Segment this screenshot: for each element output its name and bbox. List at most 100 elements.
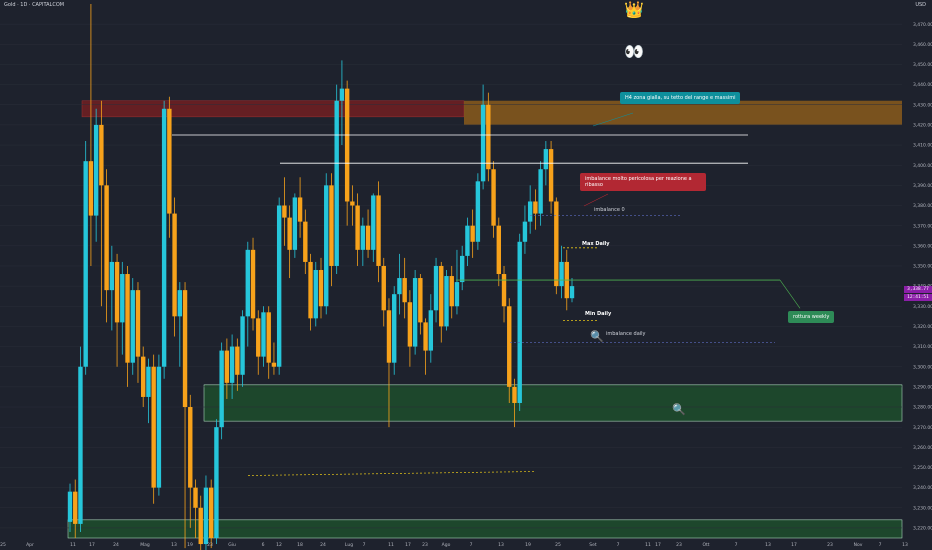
red-zone: [81, 100, 465, 118]
candle-body: [355, 205, 360, 250]
x-tick-label: Ott: [702, 542, 709, 548]
candle-body: [559, 261, 564, 287]
candle-body: [324, 185, 329, 307]
candle-body: [554, 201, 559, 287]
x-tick-label: Nov: [854, 542, 863, 548]
candle-body: [329, 185, 334, 266]
candle-body: [276, 205, 282, 367]
candle-body: [486, 104, 491, 170]
y-tick-label: 3,300.00: [913, 364, 932, 370]
candle-body: [203, 487, 209, 545]
candle-body: [292, 197, 298, 250]
y-tick-label: 3,220.00: [913, 526, 932, 532]
candle-body: [402, 278, 407, 303]
candle-body: [130, 290, 135, 363]
candle-body: [543, 149, 549, 170]
candle-body: [480, 104, 486, 182]
candle-body: [88, 161, 94, 216]
candle-body: [114, 261, 120, 323]
h4-note[interactable]: H4 zona gialla, su tetto del range e mas…: [620, 92, 741, 104]
currency-label: USD: [915, 2, 926, 8]
y-tick-label: 3,320.00: [913, 324, 932, 330]
candle-body: [83, 161, 88, 367]
x-tick-label: 11: [388, 542, 394, 548]
candle-body: [313, 269, 318, 319]
candle-body: [517, 241, 522, 403]
y-tick-label: 3,290.00: [913, 384, 932, 390]
x-tick-label: 23: [827, 542, 833, 548]
candle-body: [470, 225, 475, 242]
magnifier-icon: 🔍: [672, 403, 686, 416]
candle-body: [433, 265, 439, 311]
x-tick-label: 25: [555, 542, 561, 548]
candle-body: [308, 261, 313, 319]
magnifier-icon: 🔍: [590, 330, 604, 343]
candle-body: [224, 350, 230, 383]
candle-body: [256, 318, 261, 357]
candle-body: [172, 213, 177, 317]
candle-body: [569, 286, 575, 299]
y-tick-label: 3,370.00: [913, 223, 932, 229]
candle-body: [339, 88, 345, 101]
y-axis: 3,470.00 3,460.00 3,450.00 3,440.00 3,430.00…: [913, 22, 932, 532]
candle-body: [214, 427, 219, 538]
candle-body: [533, 201, 538, 214]
x-axis: 25 Apr 11 17 24 Mag 13 19 23 Giu 6 12 18 24 Lug 7 11 17 23…: [0, 542, 908, 548]
y-tick-label: 3,400.00: [913, 163, 932, 169]
candle-body: [418, 278, 423, 323]
symbol-title: Gold · 1D · CAPITALCOM: [4, 2, 65, 8]
candle-body: [156, 366, 162, 488]
candle-body: [428, 310, 434, 351]
candle-body: [219, 350, 224, 428]
candle-body: [548, 149, 554, 202]
candle-body: [496, 225, 501, 275]
x-tick-label: 13: [171, 542, 177, 548]
x-tick-label: 24: [320, 542, 326, 548]
candle-body: [297, 197, 303, 222]
candle-body: [208, 487, 214, 538]
candle-body: [250, 249, 256, 319]
candle-body: [240, 316, 245, 375]
green-zone: [203, 384, 903, 422]
x-tick-label: 7: [617, 542, 620, 548]
y-tick-label: 3,330.00: [913, 304, 932, 310]
eyes-icon: 👀: [624, 42, 644, 61]
candle-body: [198, 507, 203, 545]
candle-body: [229, 346, 235, 383]
candle-body: [73, 491, 78, 524]
low-line: [247, 471, 537, 476]
max-daily-label: Max Daily: [582, 241, 610, 247]
candle-body: [93, 124, 99, 216]
x-tick-label: Ago: [442, 542, 451, 548]
x-tick-label: 7: [470, 542, 473, 548]
candle-body: [360, 225, 366, 250]
candle-body: [439, 265, 444, 327]
candle-body: [522, 221, 528, 242]
candle-body: [261, 312, 266, 357]
x-tick-label: 7: [879, 542, 882, 548]
candle-body: [371, 195, 376, 250]
candle-body: [67, 491, 73, 522]
candle-body: [423, 322, 428, 351]
candle-body: [271, 362, 277, 367]
candle-body: [125, 274, 130, 363]
rottura-note[interactable]: rottura weekly: [788, 311, 835, 323]
candle-body: [109, 261, 115, 291]
candle-body: [99, 124, 104, 186]
x-tick-label: 18: [297, 542, 303, 548]
candle-body: [287, 217, 292, 250]
x-tick-label: 11: [645, 542, 651, 548]
imbalance-note[interactable]: imbalance molto pericolosa per reazione …: [580, 173, 706, 191]
candle-body: [376, 195, 381, 266]
candle-body: [188, 407, 193, 488]
x-tick-label: 17: [89, 542, 95, 548]
candle-body: [151, 366, 156, 488]
x-tick-label: Giu: [228, 542, 236, 548]
orange-zone: [464, 100, 902, 125]
x-tick-label: 12: [276, 542, 282, 548]
min-daily-label: Min Daily: [585, 311, 612, 317]
x-tick-label: 13: [498, 542, 504, 548]
candle-body: [141, 356, 146, 397]
candles: [67, 4, 575, 550]
